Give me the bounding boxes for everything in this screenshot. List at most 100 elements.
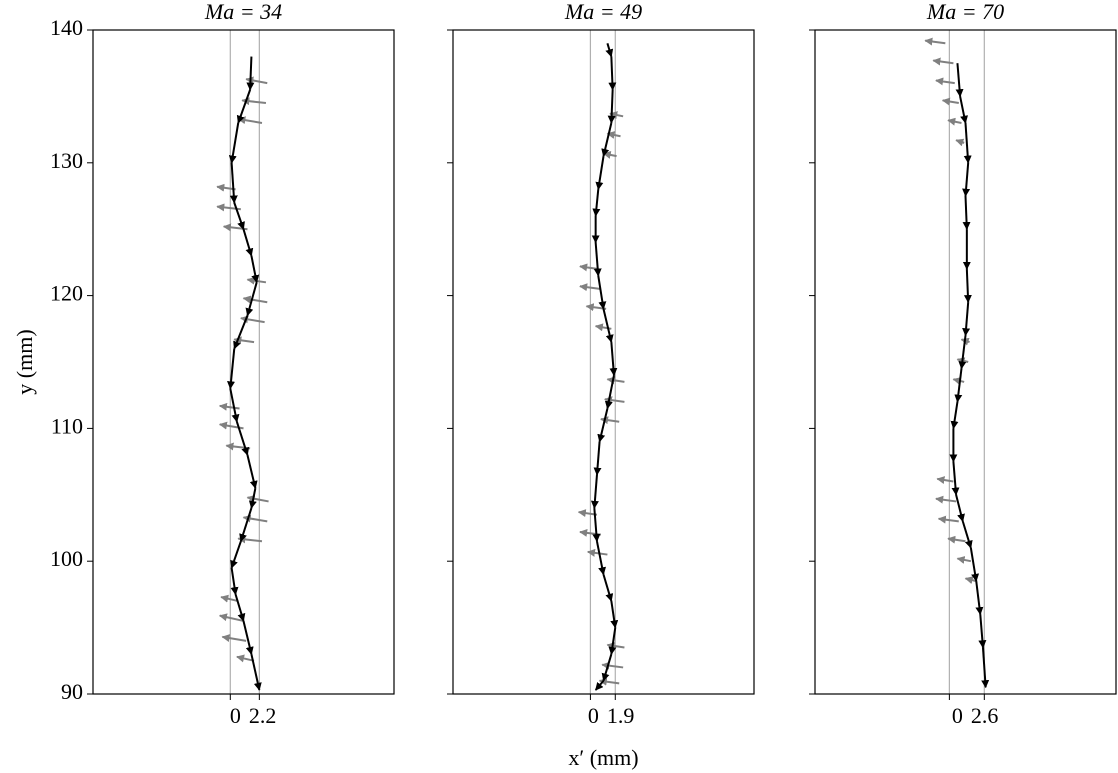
path-arrow: [602, 308, 614, 343]
path-arrow: [592, 508, 601, 543]
x-tick-label: 0: [952, 703, 963, 728]
path-arrow: [595, 156, 605, 191]
path-arrow: [597, 408, 609, 443]
gray-arrow: [606, 376, 625, 385]
gray-arrow: [937, 515, 959, 524]
path-arrow: [602, 574, 614, 602]
gray-arrow: [941, 97, 959, 106]
path-arrow: [978, 614, 987, 649]
panel-title: Ma = 34: [204, 0, 282, 24]
gray-arrow: [964, 576, 977, 585]
path-arrow: [597, 275, 607, 310]
path-arrow: [590, 474, 599, 509]
gray-arrow: [947, 117, 962, 126]
path-arrow: [951, 461, 960, 496]
path-arrow: [248, 487, 257, 509]
path-arrow: [975, 580, 984, 616]
gray-arrow: [932, 57, 954, 66]
path-arrow: [969, 547, 980, 582]
path-arrow: [246, 56, 255, 91]
gray-arrow: [218, 613, 244, 622]
path-arrow: [230, 540, 242, 569]
gray-arrow: [218, 402, 240, 411]
y-axis-label: y (mm): [12, 329, 37, 394]
path-arrow: [963, 268, 972, 304]
path-arrow: [594, 680, 605, 691]
path-arrow: [593, 441, 602, 476]
path-arrow: [246, 454, 258, 489]
path-arrow: [230, 567, 239, 596]
gray-arrow: [601, 661, 624, 670]
panel-title: Ma = 49: [564, 0, 642, 24]
x-tick-label: 1.9: [607, 703, 635, 728]
path-arrow: [234, 594, 246, 622]
path-arrow: [601, 122, 613, 157]
path-arrow: [593, 242, 602, 277]
path-arrow: [955, 494, 965, 523]
path-arrow: [245, 282, 258, 317]
plot-frame: [814, 29, 1117, 695]
path-arrow: [227, 348, 236, 390]
path-arrow: [242, 228, 254, 257]
gray-arrow: [579, 283, 602, 292]
path-arrow: [250, 255, 260, 284]
gray-arrow: [246, 494, 269, 503]
path-arrow: [229, 162, 238, 204]
path-arrow: [233, 315, 249, 350]
path-arrow: [610, 600, 619, 629]
x-tick-label: 0: [230, 703, 241, 728]
plot-frame: [452, 29, 755, 695]
path-arrow: [242, 620, 254, 655]
path-arrow: [963, 122, 972, 164]
gray-arrow: [956, 556, 972, 564]
gray-arrow: [218, 421, 244, 430]
gray-arrow: [924, 37, 946, 46]
gray-arrow: [606, 642, 625, 650]
x-tick-label: 2.6: [971, 703, 999, 728]
gray-arrow: [579, 263, 599, 272]
path-arrow: [239, 507, 253, 543]
gray-arrow: [587, 548, 608, 557]
path-arrow: [233, 202, 245, 230]
path-arrow: [228, 122, 240, 164]
path-arrow: [958, 335, 967, 370]
y-tick-label: 130: [50, 148, 83, 173]
gray-arrow: [245, 76, 268, 85]
gray-arrow: [240, 315, 265, 324]
path-arrow: [961, 521, 973, 549]
path-arrow: [608, 56, 617, 91]
path-arrow: [962, 162, 971, 197]
path-arrow: [592, 189, 601, 217]
path-arrow: [950, 401, 959, 430]
path-arrow: [959, 96, 968, 124]
path-arrow: [604, 375, 615, 410]
plot-frame: [92, 29, 395, 695]
gray-arrow: [955, 138, 965, 147]
x-tick-label: 0: [588, 703, 599, 728]
gray-arrow: [579, 528, 602, 537]
path-arrow: [954, 368, 963, 403]
path-arrow: [236, 89, 252, 124]
path-arrow: [981, 647, 990, 689]
gray-arrow: [237, 116, 263, 125]
path-arrow: [608, 627, 617, 655]
y-tick-label: 140: [50, 15, 83, 40]
gray-arrow: [604, 396, 625, 405]
gray-arrow: [602, 151, 617, 159]
x-tick-label: 2.2: [249, 703, 277, 728]
gray-arrow: [242, 295, 268, 304]
path-arrow: [962, 195, 971, 230]
gray-arrow: [220, 594, 239, 603]
path-arrow: [607, 89, 616, 124]
path-arrow: [605, 42, 614, 58]
gray-arrow: [236, 654, 255, 663]
gray-arrow: [952, 377, 965, 385]
panel-title: Ma = 70: [926, 0, 1004, 24]
path-arrow: [955, 63, 964, 98]
gray-arrow: [936, 476, 954, 484]
path-arrow: [962, 302, 971, 337]
gray-arrow: [935, 495, 957, 504]
path-arrow: [595, 541, 607, 576]
gray-arrow: [221, 634, 247, 643]
